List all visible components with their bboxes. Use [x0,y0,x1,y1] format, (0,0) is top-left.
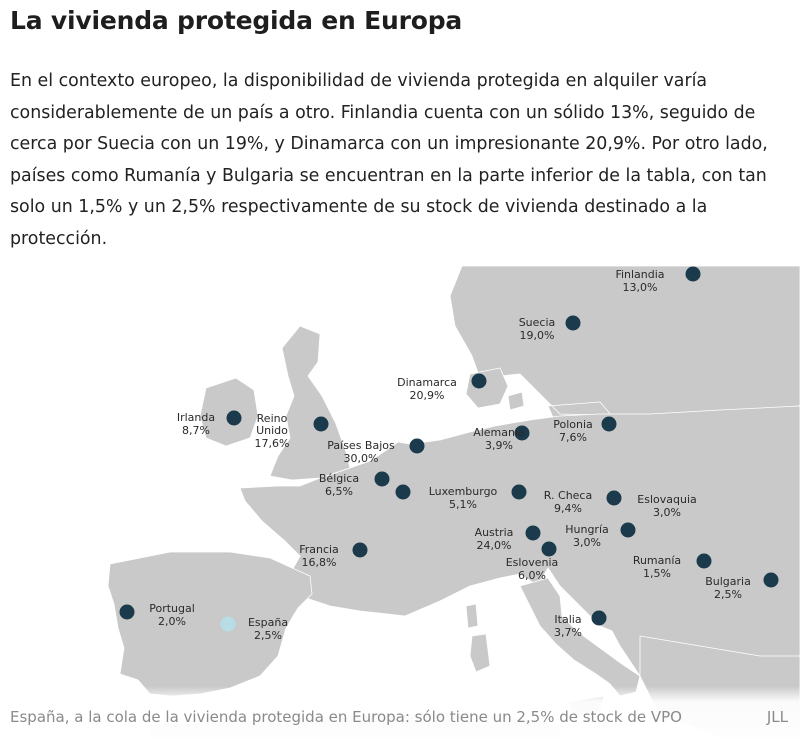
marker-bulgaria [763,572,779,588]
label-name-austria: Austria [475,526,514,539]
label-rumania: Rumanía 1,5% [633,554,681,580]
label-value-belgica: 6,5% [325,485,353,498]
label-name-italia: Italia [554,613,581,626]
label-name-portugal: Portugal [149,602,195,615]
marker-austria [525,525,541,541]
label-polonia: Polonia 7,6% [553,418,593,444]
label-finlandia: Finlandia 13,0% [615,268,664,294]
label-austria: Austria 24,0% [475,526,514,552]
marker-alemania [514,425,530,441]
label-name-rumania: Rumanía [633,554,681,567]
label-value-luxemburgo: 5,1% [449,498,477,511]
label-value-paises-bajos: 30,0% [344,452,379,465]
label-portugal: Portugal 2,0% [149,602,195,628]
label-hungria: Hungría 3,0% [565,523,609,549]
label-name-irlanda: Irlanda [177,411,215,424]
marker-francia [352,542,368,558]
label-value-eslovenia: 6,0% [518,569,546,582]
land-ireland [199,377,259,447]
label-eslovenia: Eslovenia 6,0% [506,556,559,582]
land-corsica [465,603,479,629]
marker-hungria [620,522,636,538]
label-name-finlandia: Finlandia [615,268,664,281]
marker-finlandia [685,266,701,282]
label-alemania: Alemania 3,9% [473,426,525,452]
marker-eslovenia [541,541,557,557]
label-name-espana: España [248,616,288,629]
label-name-paises-bajos: Países Bajos [327,439,395,452]
label-value-rumania: 1,5% [643,567,671,580]
figure-credit: JLL [766,708,788,726]
marker-suecia [565,315,581,331]
label-belgica: Bélgica 6,5% [319,472,359,498]
marker-eslovaquia [606,490,622,506]
label-reino-unido: Reino Unido 17,6% [255,412,290,450]
label-name-bulgaria: Bulgaria [705,575,751,588]
label-bulgaria: Bulgaria 2,5% [705,575,751,601]
label-value-finlandia: 13,0% [623,281,658,294]
label-name-hungria: Hungría [565,523,609,536]
label-name-r-checa: R. Checa [544,489,592,502]
label-name-luxemburgo: Luxemburgo [429,485,498,498]
marker-rumania [696,553,712,569]
label-value-polonia: 7,6% [559,431,587,444]
label-name-eslovaquia: Eslovaquia [637,493,696,506]
label-francia: Francia 16,8% [299,543,339,569]
label-name-alemania: Alemania [473,426,525,439]
marker-r-checa [511,484,527,500]
europe-map: Finlandia 13,0% Suecia 19,0% Dinamarca 20,9% I… [0,256,800,738]
marker-espana [220,616,236,632]
marker-italia [591,610,607,626]
europe-map-figure: Finlandia 13,0% Suecia 19,0% Dinamarca 20,9% I… [0,256,800,738]
label-eslovaquia: Eslovaquia 3,0% [637,493,696,519]
label-value-hungria: 3,0% [573,536,601,549]
label-paises-bajos: Países Bajos 30,0% [327,439,395,465]
label-irlanda: Irlanda 8,7% [177,411,215,437]
label-value-italia: 3,7% [554,626,582,639]
marker-paises-bajos [409,438,425,454]
land-sardinia [469,633,491,673]
label-value-eslovaquia: 3,0% [653,506,681,519]
marker-polonia [601,416,617,432]
figure-caption: España, a la cola de la vivienda protegi… [10,708,682,726]
land-great-britain [269,325,351,481]
label-dinamarca: Dinamarca 20,9% [397,376,457,402]
article-lead-paragraph: En el contexto europeo, la disponibilida… [10,71,768,249]
marker-luxemburgo [395,484,411,500]
caption-bar [0,686,800,738]
label-name-belgica: Bélgica [319,472,359,485]
label-name-dinamarca: Dinamarca [397,376,457,389]
label-value-suecia: 19,0% [520,329,555,342]
label-suecia: Suecia 19,0% [519,316,556,342]
label-luxemburgo: Luxemburgo 5,1% [429,485,498,511]
marker-portugal [119,604,135,620]
label-italia: Italia 3,7% [554,613,582,639]
label-value-r-checa: 9,4% [554,502,582,515]
marker-reino-unido [313,416,329,432]
label-name-polonia: Polonia [553,418,593,431]
marker-dinamarca [471,373,487,389]
label-name-eslovenia: Eslovenia [506,556,559,569]
label-name-reino-unido: Unido [256,424,288,437]
label-name-francia: Francia [299,543,339,556]
label-value-austria: 24,0% [477,539,512,552]
label-value-alemania: 3,9% [485,439,513,452]
label-value-irlanda: 8,7% [182,424,210,437]
label-value-francia: 16,8% [302,556,337,569]
marker-belgica [374,471,390,487]
label-name-reino-unido: Reino [257,412,288,425]
marker-irlanda [226,410,242,426]
label-value-reino-unido: 17,6% [255,437,290,450]
label-value-dinamarca: 20,9% [410,389,445,402]
label-name-suecia: Suecia [519,316,556,329]
label-espana: España 2,5% [248,616,288,642]
label-r-checa: R. Checa 9,4% [544,489,592,515]
article-headline: La vivienda protegida en Europa [10,6,463,35]
label-value-bulgaria: 2,5% [714,588,742,601]
label-value-espana: 2,5% [254,629,282,642]
label-value-portugal: 2,0% [158,615,186,628]
